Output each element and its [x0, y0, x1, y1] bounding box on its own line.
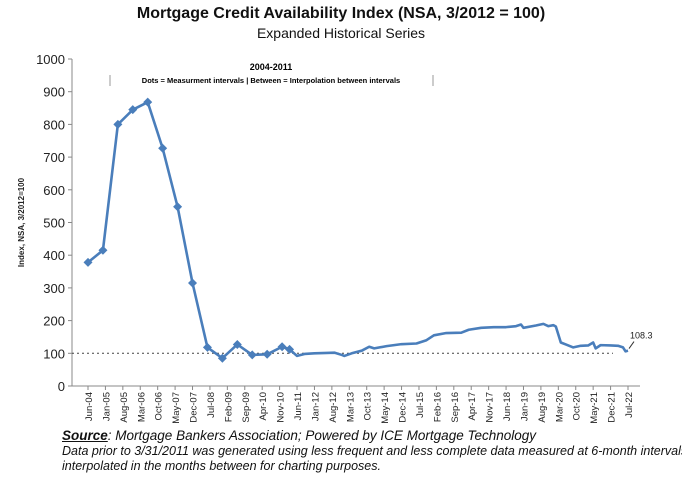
- y-tick-label: 500: [43, 216, 65, 231]
- x-tick-label: Aug-19: [537, 392, 548, 423]
- x-tick-label: Jun-11: [293, 392, 304, 420]
- note-line-1: Data prior to 3/31/2011 was generated us…: [62, 444, 682, 458]
- x-tick-label: Jun-04: [84, 392, 95, 421]
- x-tick-label: Mar-06: [136, 392, 147, 422]
- last-value-label: 108.3: [630, 331, 653, 341]
- x-tick-label: Dec-07: [189, 392, 200, 423]
- x-tick-label: Aug-12: [328, 392, 339, 423]
- x-tick-label: Nov-10: [276, 392, 287, 423]
- chart-title: Mortgage Credit Availability Index (NSA,…: [136, 5, 546, 22]
- chart-area: 0 100 200 300 400 500 600 700 800 900 1000 Jun-04 Ja…: [17, 52, 653, 424]
- x-tick-label: Apr-10: [258, 392, 269, 421]
- y-tick-label: 400: [43, 248, 65, 263]
- y-tick-label: 0: [58, 379, 65, 394]
- x-tick-label: Sep-16: [450, 392, 461, 423]
- y-tick-label: 600: [43, 183, 65, 198]
- y-tick-label: 300: [43, 281, 65, 296]
- x-tick-label: May-21: [589, 392, 600, 424]
- x-tick-label: Jul-22: [624, 392, 635, 418]
- x-tick-label: Jun-18: [502, 392, 513, 421]
- annotation-title: 2004-2011: [250, 62, 293, 72]
- x-tick-label: Feb-16: [432, 392, 443, 422]
- y-tick-label: 800: [43, 117, 65, 132]
- data-point-marker: [113, 119, 123, 129]
- x-tick-label: May-14: [380, 392, 391, 424]
- x-tick-label: Feb-09: [223, 392, 234, 422]
- data-point-marker: [217, 353, 227, 363]
- data-point-marker: [173, 202, 183, 212]
- x-tick-label: Aug-05: [119, 392, 130, 423]
- source-label: Source: [62, 428, 108, 443]
- y-tick-label: 200: [43, 314, 65, 329]
- x-tick-label: May-07: [171, 392, 182, 424]
- y-axis-label: Index, NSA, 3/2012=100: [17, 177, 26, 267]
- data-point-marker: [247, 350, 257, 360]
- data-point-marker: [232, 339, 242, 349]
- x-tick-label: Oct-13: [363, 392, 374, 421]
- data-point-marker: [143, 97, 153, 107]
- data-point-marker: [98, 245, 108, 255]
- y-tick-label: 700: [43, 150, 65, 165]
- x-tick-label: Jan-05: [101, 392, 112, 421]
- y-tick-label: 900: [43, 85, 65, 100]
- x-tick-label: Oct-06: [154, 392, 165, 421]
- x-tick-label: Dec-14: [398, 392, 409, 423]
- x-tick-label: Mar-13: [345, 392, 356, 422]
- source-line: Source: Mortgage Bankers Association; Po…: [62, 428, 536, 443]
- y-tick-label: 100: [43, 346, 65, 361]
- x-tick-label: Dec-21: [607, 392, 618, 423]
- last-value-leader: [628, 341, 635, 349]
- data-point-marker: [262, 349, 272, 359]
- data-point-marker: [158, 143, 168, 153]
- source-text: : Mortgage Bankers Association; Powered …: [107, 428, 537, 443]
- x-tick-label: Apr-17: [467, 392, 478, 421]
- data-point-marker: [83, 257, 93, 267]
- data-point-marker: [128, 105, 138, 115]
- x-tick-label: Mar-20: [554, 392, 565, 422]
- x-tick-label: Jan-19: [519, 392, 530, 421]
- series-line: [87, 100, 629, 360]
- data-point-marker: [188, 278, 198, 288]
- note-line-2: interpolated in the months between for c…: [62, 459, 381, 473]
- x-tick-label: Jan-12: [310, 392, 321, 421]
- x-tick-label: Nov-17: [485, 392, 496, 423]
- x-tick-label: Jul-08: [206, 392, 217, 418]
- x-tick-label: Jul-15: [415, 392, 426, 418]
- x-tick-label: Oct-20: [572, 392, 583, 421]
- data-point-marker: [202, 342, 212, 352]
- data-point-marker: [277, 342, 287, 352]
- data-point-marker: [285, 344, 295, 354]
- annotation-text: Dots = Measurment intervals | Between = …: [142, 76, 400, 85]
- x-tick-label: Sep-09: [241, 392, 252, 423]
- chart-subtitle: Expanded Historical Series: [256, 25, 426, 41]
- y-tick-label: 1000: [36, 52, 65, 67]
